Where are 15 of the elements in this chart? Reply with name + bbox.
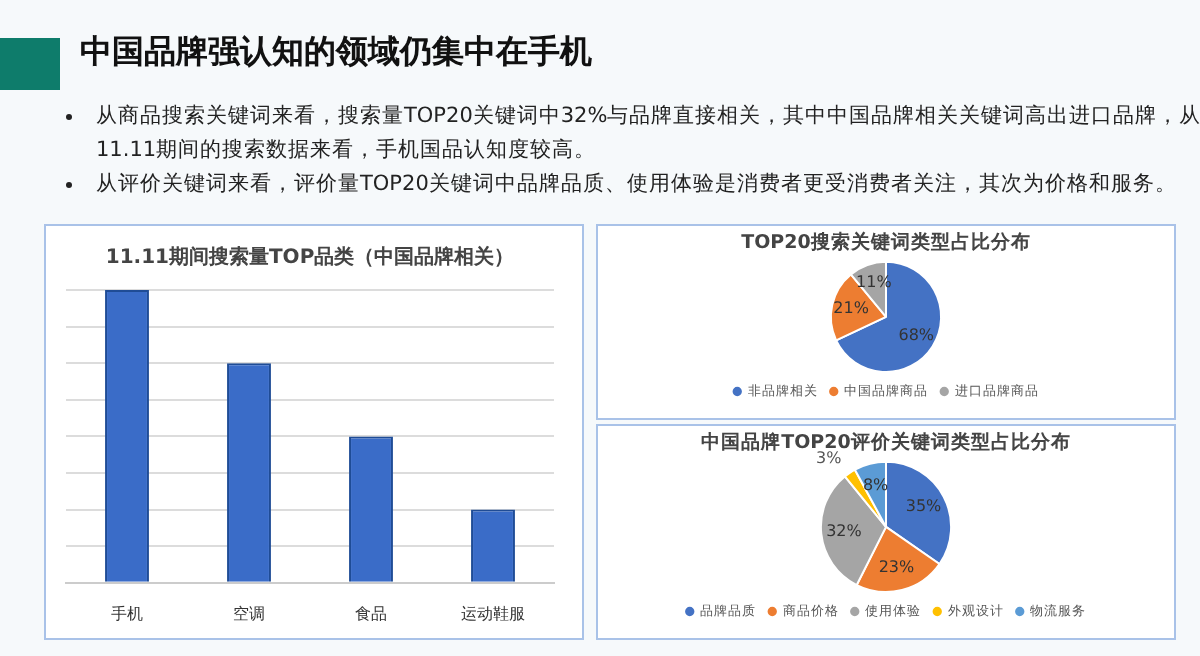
x-tick-label: 运动鞋服 [461, 604, 525, 623]
x-tick-label: 手机 [111, 604, 143, 623]
text: 从商品搜索关键词来看，搜索量TOP20关键词中32%与品牌直接相关，其中中国品牌相关关键词高出进口品牌，从11.11期间的搜索数据来看，手机国品认知度较高。 [96, 102, 1200, 166]
data-label: 23% [878, 558, 915, 577]
chart-title: TOP20搜索关键词类型占比分布 [741, 230, 1031, 255]
data-label: 21% [833, 299, 870, 318]
chart-title: 11.11期间搜索量TOP品类（中国品牌相关） [105, 245, 515, 270]
x-tick-label: 食品 [355, 604, 387, 623]
data-label: 3% [815, 449, 843, 468]
data-label: 32% [826, 521, 863, 540]
data-label: 35% [905, 497, 943, 516]
text: 从评价关键词来看，评价量TOP20关键词中品牌品质、使用体验是消费者更受消费者关注，其次为价格和服务。 [96, 170, 1179, 200]
data-label: 68% [898, 326, 935, 345]
x-tick-label: 空调 [233, 604, 265, 623]
text: 中国品牌强认知的领域仍集中在手机 [80, 32, 592, 74]
